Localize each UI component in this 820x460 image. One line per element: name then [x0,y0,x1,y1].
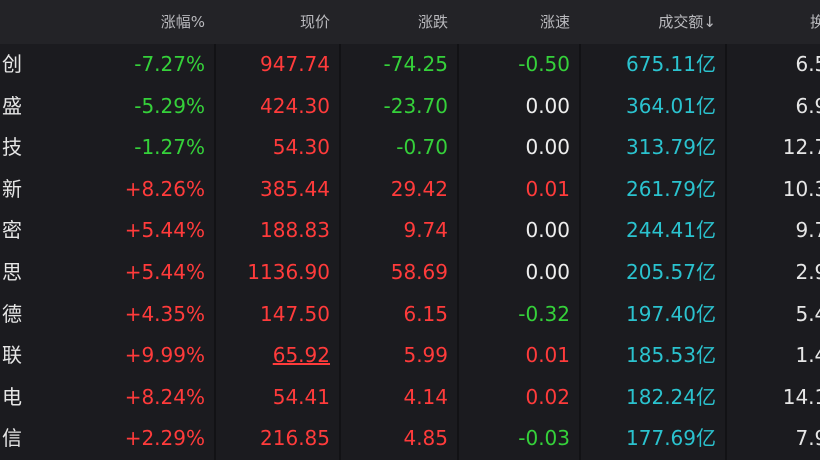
column-separator [579,0,581,460]
quote-cell: -0.50 [518,52,570,76]
stock-name: 创 [2,52,22,76]
quote-cell: +5.44% [124,260,205,284]
quote-cell: 0.01 [525,343,570,368]
quote-cell: -0.32 [518,301,570,326]
column-header[interactable]: 现价 [215,0,340,44]
quote-cell: 0.01 [525,176,570,201]
quote-cell: 6.94 [795,93,820,118]
stock-name: 联 [2,343,22,368]
quote-cell: 364.01亿 [626,93,716,118]
stock-name: 电 [2,384,22,409]
quote-cell: 58.69 [390,260,448,284]
quote-cell: 29.42 [390,176,448,201]
quote-cell: -23.70 [383,93,448,118]
column-separator [214,0,216,460]
column-header[interactable]: 涨跌 [340,0,458,44]
quote-cell: 7.90 [795,426,820,451]
quote-cell: 147.50 [260,301,330,326]
quote-cell: 4.85 [403,426,448,451]
quote-cell: -7.27% [134,52,205,76]
quote-cell: 0.00 [525,135,570,160]
quote-cell: 216.85 [260,426,330,451]
quote-cell: 9.75 [795,218,820,243]
quote-cell: 261.79亿 [626,176,716,201]
quote-cell: 2.90 [795,260,820,284]
stock-name: 技 [2,135,22,160]
quote-cell: 54.30 [272,135,330,160]
quote-cell: 313.79亿 [626,135,716,160]
quote-cell: 0.00 [525,260,570,284]
stock-name: 密 [2,218,22,243]
stock-name: 新 [2,176,22,201]
quote-cell: 9.74 [403,218,448,243]
column-header[interactable]: 涨幅% [30,0,215,44]
quote-cell: 10.39 [782,176,820,201]
quote-cell: 12.76 [782,135,820,160]
quote-cell: -0.03 [518,426,570,451]
quote-cell: +2.29% [124,426,205,451]
quote-cell: 0.02 [525,384,570,409]
quote-cell: 177.69亿 [626,426,716,451]
quote-cell: 185.53亿 [626,343,716,368]
header-bg [0,0,30,44]
quote-cell: 5.99 [403,343,448,368]
quote-cell: -1.27% [134,135,205,160]
quote-cell: 197.40亿 [626,301,716,326]
quote-cell: 4.14 [403,384,448,409]
quote-cell: 0.00 [525,93,570,118]
quote-cell: 1136.90 [247,260,330,284]
column-separator [457,0,459,460]
column-header[interactable]: 成交额↓ [580,0,726,44]
quote-cell: 6.52 [795,52,820,76]
quote-cell: +9.99% [124,343,205,368]
quote-cell: 244.41亿 [626,218,716,243]
quote-cell: -0.70 [396,135,448,160]
quote-cell: 182.24亿 [626,384,716,409]
stock-name: 德 [2,301,22,326]
quote-cell: 5.44 [795,301,820,326]
quote-cell: 205.57亿 [626,260,716,284]
quote-cell: 65.92 [272,343,330,368]
quote-cell: +8.24% [124,384,205,409]
column-header[interactable]: 换手 [726,0,820,44]
column-header[interactable]: 涨速 [458,0,580,44]
quote-cell: 385.44 [260,176,330,201]
quote-cell: 424.30 [260,93,330,118]
quote-cell: 1.45 [795,343,820,368]
quote-cell: 0.00 [525,218,570,243]
quote-cell: +5.44% [124,218,205,243]
quote-cell: +8.26% [124,176,205,201]
stock-name: 盛 [2,93,22,118]
quote-cell: -74.25 [383,52,448,76]
quote-cell: -5.29% [134,93,205,118]
quote-cell: 188.83 [260,218,330,243]
quote-cell: 6.15 [403,301,448,326]
quote-cell: 54.41 [272,384,330,409]
quote-cell: 675.11亿 [626,52,716,76]
stock-name: 思 [2,260,22,284]
stock-name: 信 [2,426,22,451]
column-separator [725,0,727,460]
quote-cell: 947.74 [260,52,330,76]
quote-cell: +4.35% [124,301,205,326]
column-separator [339,0,341,460]
quote-cell: 14.17 [782,384,820,409]
